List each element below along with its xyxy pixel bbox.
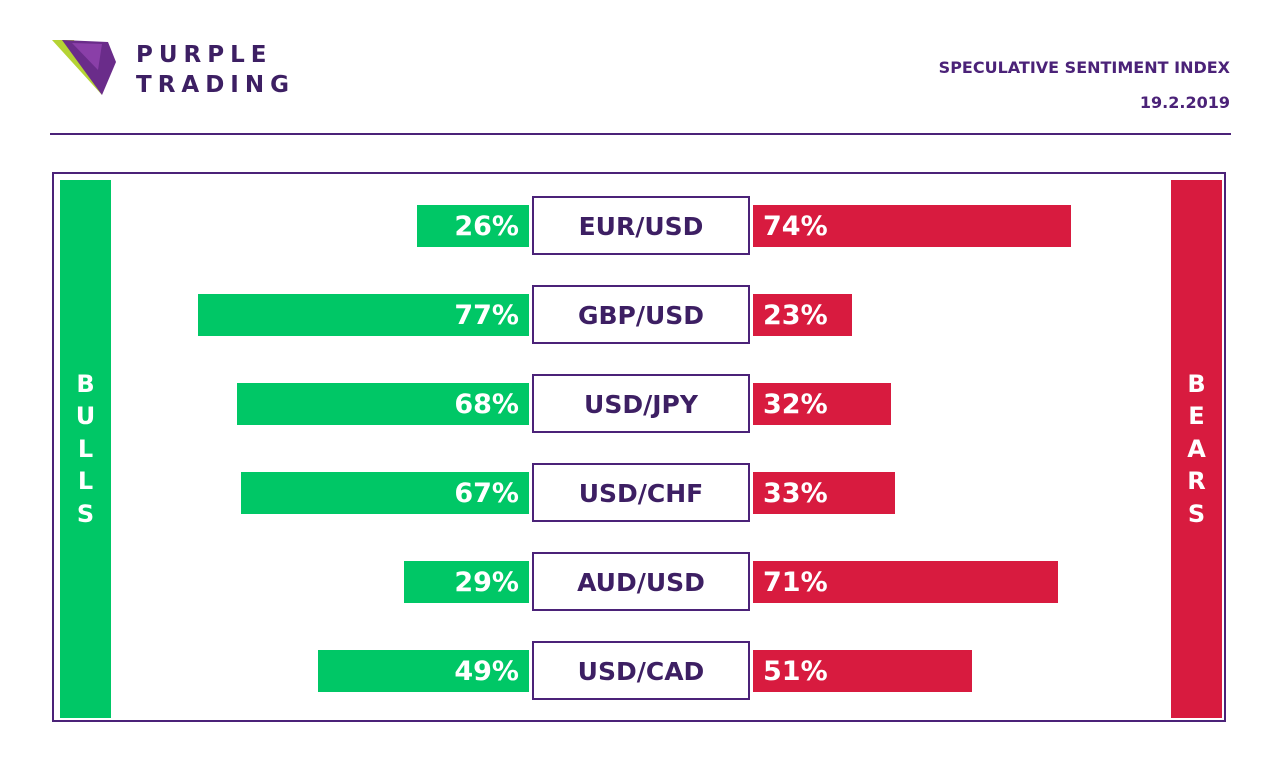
- currency-pair-label: AUD/USD: [532, 552, 750, 611]
- brand-line-2: TRADING: [136, 72, 295, 98]
- currency-pair-label: GBP/USD: [532, 285, 750, 344]
- page-title: SPECULATIVE SENTIMENT INDEX: [938, 58, 1230, 77]
- bear-bar: 71%: [753, 561, 1059, 603]
- currency-pair-label: USD/CAD: [532, 641, 750, 700]
- bulls-letter: S: [76, 499, 95, 528]
- brand-line-1: PURPLE: [136, 42, 273, 68]
- bull-bar: 67%: [240, 472, 529, 514]
- page-date: 19.2.2019: [1139, 93, 1230, 112]
- bear-bar: 23%: [753, 294, 852, 336]
- currency-pair-label: USD/CHF: [532, 463, 750, 522]
- brand-name: PURPLE TRADING: [136, 40, 295, 100]
- purple-trading-logo: [52, 40, 116, 95]
- bear-bar: 51%: [753, 650, 973, 692]
- bull-bar: 29%: [404, 561, 529, 603]
- bears-letter: S: [1187, 499, 1206, 528]
- bull-bar: 68%: [236, 383, 529, 425]
- bears-letter: B: [1187, 369, 1206, 398]
- bulls-letter: U: [75, 402, 96, 431]
- bulls-letter: L: [77, 434, 94, 463]
- header-divider: [50, 133, 1231, 135]
- bull-bar: 49%: [318, 650, 529, 692]
- currency-pair-label: USD/JPY: [532, 374, 750, 433]
- bear-bar: 33%: [753, 472, 895, 514]
- bull-bar: 77%: [197, 294, 529, 336]
- bear-bar: 74%: [753, 205, 1072, 247]
- bulls-letter: B: [76, 369, 95, 398]
- bear-bar: 32%: [753, 383, 891, 425]
- bull-bar: 26%: [417, 205, 529, 247]
- bulls-letter: L: [77, 467, 94, 496]
- bears-letter: R: [1187, 467, 1206, 496]
- chart-panel: [52, 172, 1226, 722]
- bears-letter: E: [1188, 402, 1205, 431]
- bears-letter: A: [1187, 434, 1206, 463]
- currency-pair-label: EUR/USD: [532, 196, 750, 255]
